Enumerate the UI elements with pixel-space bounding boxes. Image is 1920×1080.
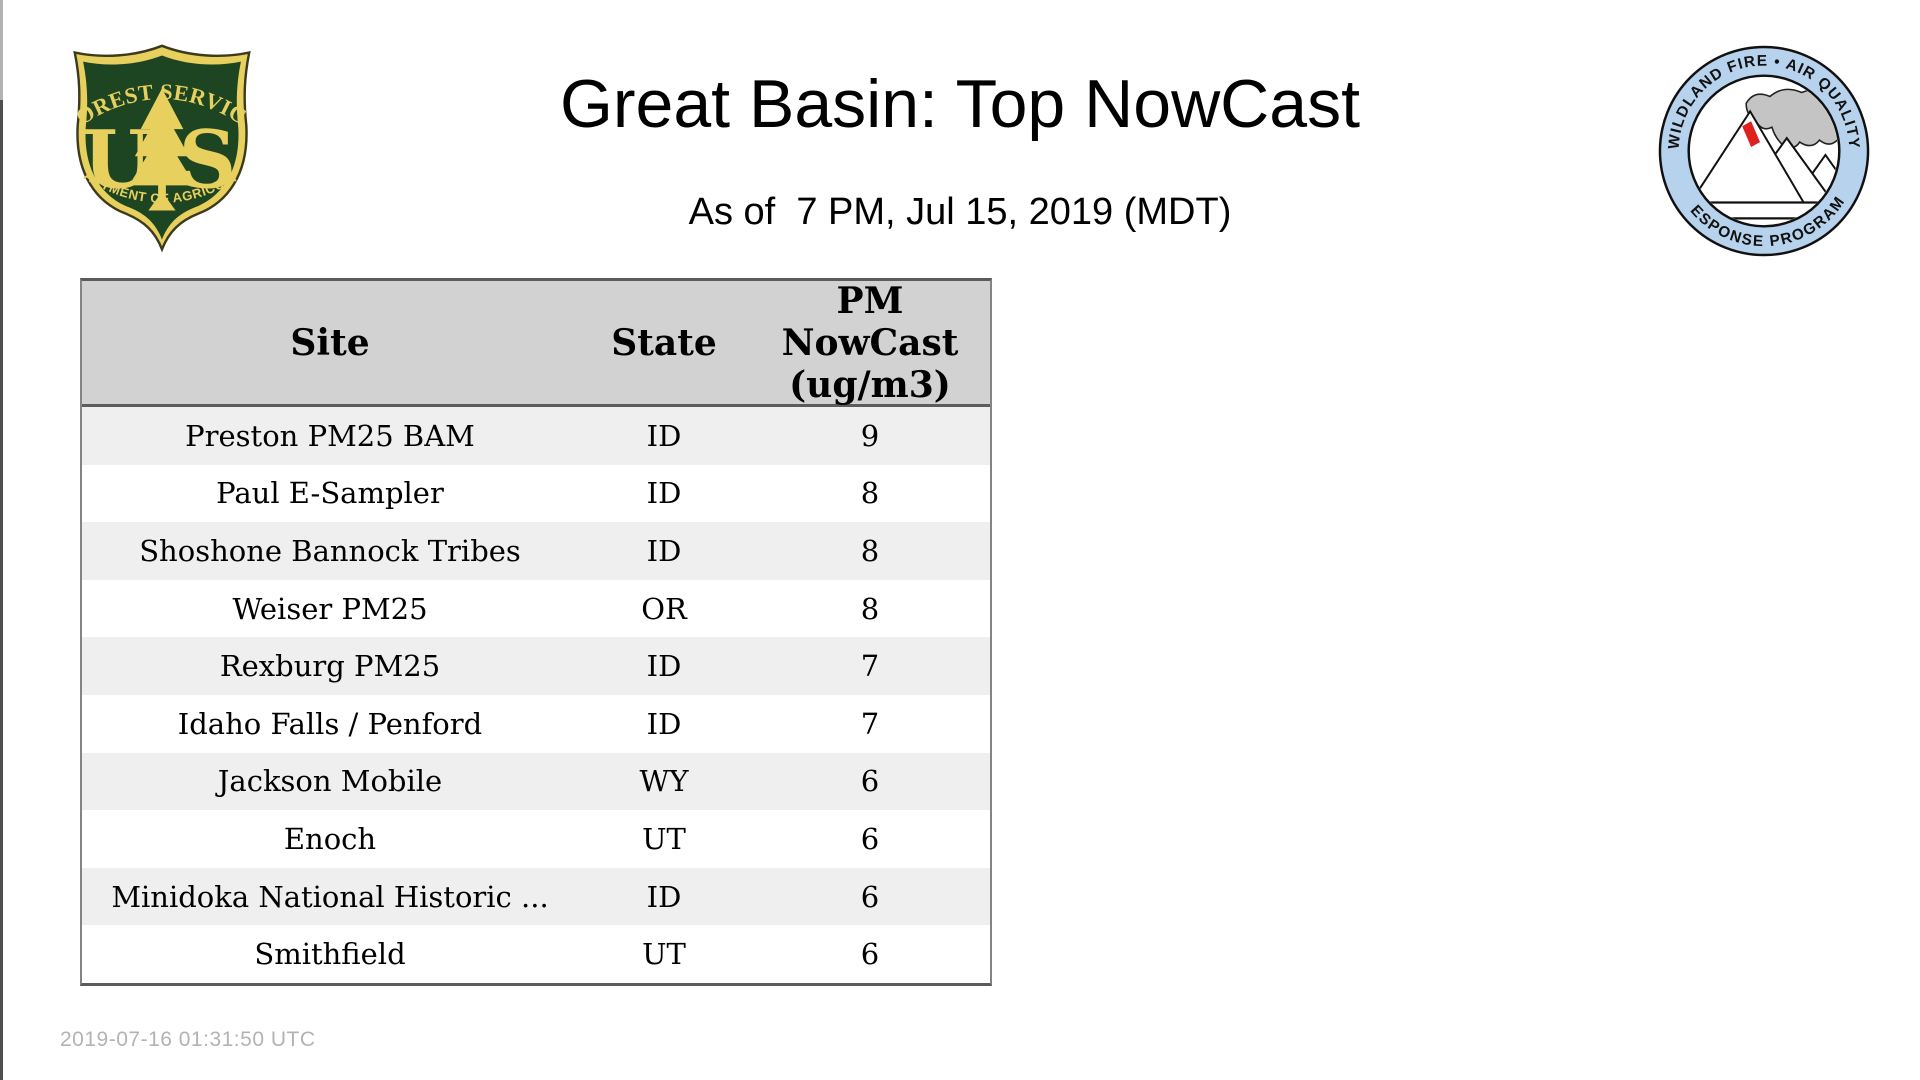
nowcast-table: Site State PM NowCast (ug/m3) Preston PM…: [80, 278, 992, 986]
page-title: Great Basin: Top NowCast: [560, 66, 1360, 142]
column-header-state: State: [578, 281, 750, 404]
generated-timestamp: 2019-07-16 01:31:50 UTC: [60, 1028, 316, 1051]
cell-site: Preston PM25 BAM: [185, 418, 475, 453]
table-row: Enoch UT 6: [82, 810, 990, 868]
table-row: Preston PM25 BAM ID 9: [82, 407, 990, 465]
table-row: Shoshone Bannock Tribes ID 8: [82, 522, 990, 580]
cell-site: Smithfield: [254, 937, 406, 972]
cell-site: Weiser PM25: [232, 591, 428, 626]
cell-state: UT: [642, 821, 686, 856]
cell-nowcast: 9: [860, 418, 880, 453]
cell-site: Jackson Mobile: [217, 764, 443, 799]
forest-service-letter-s: S: [179, 112, 236, 206]
cell-state: ID: [646, 879, 682, 914]
table-row: Minidoka National Historic ... ID 6: [82, 867, 990, 926]
column-header-nowcast-label: PM NowCast (ug/m3): [781, 279, 959, 406]
column-header-site-label: Site: [290, 321, 370, 364]
table-row: Paul E-Sampler ID 8: [82, 464, 990, 523]
forest-service-letter-u: U: [83, 112, 152, 206]
fire-mark-icon: [1742, 121, 1761, 148]
table-row: Rexburg PM25 ID 7: [82, 637, 990, 695]
column-header-nowcast: PM NowCast (ug/m3): [750, 279, 990, 406]
cell-nowcast: 6: [860, 879, 880, 914]
wfaqrp-seal-icon: WILDLAND FIRE • AIR QUALITY RESPONSE PRO…: [1655, 42, 1870, 257]
forest-service-shield-icon: FOREST SERVICE U S DEPARTMENT OF AGRICUL…: [64, 40, 251, 253]
table-row: Jackson Mobile WY 6: [82, 752, 990, 811]
table-header-row: Site State PM NowCast (ug/m3): [82, 279, 990, 407]
cell-nowcast: 7: [860, 649, 880, 684]
cell-state: ID: [646, 533, 682, 568]
cell-state: ID: [646, 706, 682, 741]
cell-state: WY: [639, 764, 689, 799]
column-header-state-label: State: [611, 321, 717, 364]
cell-nowcast: 7: [860, 706, 880, 741]
cell-site: Enoch: [283, 821, 377, 856]
table-row: Smithfield UT 6: [82, 925, 990, 983]
cell-nowcast: 8: [860, 591, 880, 626]
cell-site: Paul E-Sampler: [216, 476, 444, 511]
cell-state: UT: [642, 937, 686, 972]
cell-nowcast: 6: [860, 937, 880, 972]
cell-nowcast: 8: [860, 476, 880, 511]
table-row: Idaho Falls / Penford ID 7: [82, 694, 990, 753]
page-subtitle: As of 7 PM, Jul 15, 2019 (MDT): [688, 191, 1232, 233]
cell-nowcast: 6: [860, 764, 880, 799]
cell-state: ID: [646, 649, 682, 684]
cell-site: Shoshone Bannock Tribes: [139, 533, 521, 568]
forest-service-logo: FOREST SERVICE U S DEPARTMENT OF AGRICUL…: [64, 40, 260, 258]
cell-site: Idaho Falls / Penford: [177, 706, 483, 741]
cell-state: ID: [646, 476, 682, 511]
cell-state: ID: [646, 418, 682, 453]
pine-tree-icon: [129, 88, 195, 211]
table-row: Weiser PM25 OR 8: [82, 579, 990, 638]
window-edge-artifact-top: [0, 0, 3, 100]
cell-state: OR: [641, 591, 687, 626]
table-body: Preston PM25 BAM ID 9 Paul E-Sampler ID …: [82, 407, 990, 983]
wfaqrp-logo: WILDLAND FIRE • AIR QUALITY RESPONSE PRO…: [1655, 42, 1873, 260]
cell-site: Minidoka National Historic ...: [111, 879, 549, 914]
cell-site: Rexburg PM25: [219, 649, 441, 684]
window-edge-artifact-bottom: [0, 100, 3, 1080]
cell-nowcast: 8: [860, 533, 880, 568]
cell-nowcast: 6: [860, 821, 880, 856]
column-header-site: Site: [82, 281, 578, 404]
